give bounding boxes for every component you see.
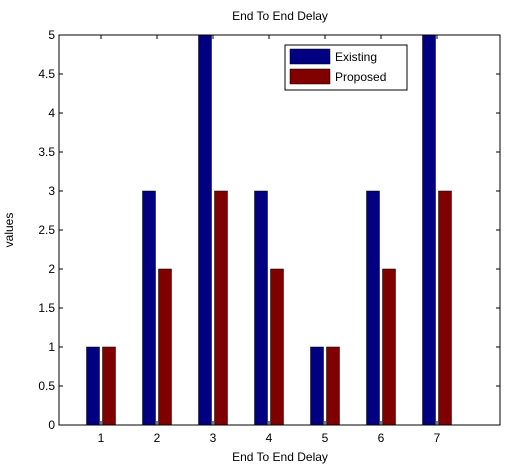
- y-tick-label: 2: [48, 262, 55, 276]
- x-tick-label: 7: [434, 431, 441, 445]
- bar-existing-7: [422, 34, 436, 426]
- x-tick-label: 2: [154, 431, 161, 445]
- bar-proposed-6: [382, 268, 396, 426]
- legend-label-proposed: Proposed: [335, 70, 386, 84]
- y-tick-label: 0.5: [38, 379, 55, 393]
- legend: Existing Proposed: [284, 44, 408, 91]
- y-tick-label: 4: [48, 106, 55, 120]
- legend-label-existing: Existing: [335, 50, 377, 64]
- x-tick-label: 4: [266, 431, 273, 445]
- chart-title: End To End Delay: [232, 9, 328, 23]
- x-tick-label: 1: [98, 431, 105, 445]
- bar-existing-1: [86, 346, 100, 426]
- y-tick-label: 2.5: [38, 223, 55, 237]
- legend-swatch-existing: [289, 48, 331, 65]
- y-axis-label: values: [2, 213, 16, 248]
- bar-existing-4: [254, 190, 268, 426]
- bar-proposed-4: [270, 268, 284, 426]
- y-tick-label: 4.5: [38, 67, 55, 81]
- y-tick-label: 3: [48, 184, 55, 198]
- x-tick-label: 5: [322, 431, 329, 445]
- legend-swatch-proposed: [289, 68, 331, 85]
- y-tick-label: 1.5: [38, 301, 55, 315]
- bar-proposed-1: [102, 346, 116, 426]
- y-tick-label: 1: [48, 340, 55, 354]
- bar-existing-5: [310, 346, 324, 426]
- bar-existing-3: [198, 34, 212, 426]
- bar-proposed-3: [214, 190, 228, 426]
- bar-existing-2: [142, 190, 156, 426]
- bar-proposed-5: [326, 346, 340, 426]
- x-axis-label: End To End Delay: [232, 450, 328, 464]
- x-tick-label: 6: [378, 431, 385, 445]
- bar-proposed-7: [438, 190, 452, 426]
- y-tick-label: 0: [48, 418, 55, 432]
- x-tick-label: 3: [210, 431, 217, 445]
- bar-proposed-2: [158, 268, 172, 426]
- y-tick-label: 5: [48, 28, 55, 42]
- y-tick-label: 3.5: [38, 145, 55, 159]
- bar-existing-6: [366, 190, 380, 426]
